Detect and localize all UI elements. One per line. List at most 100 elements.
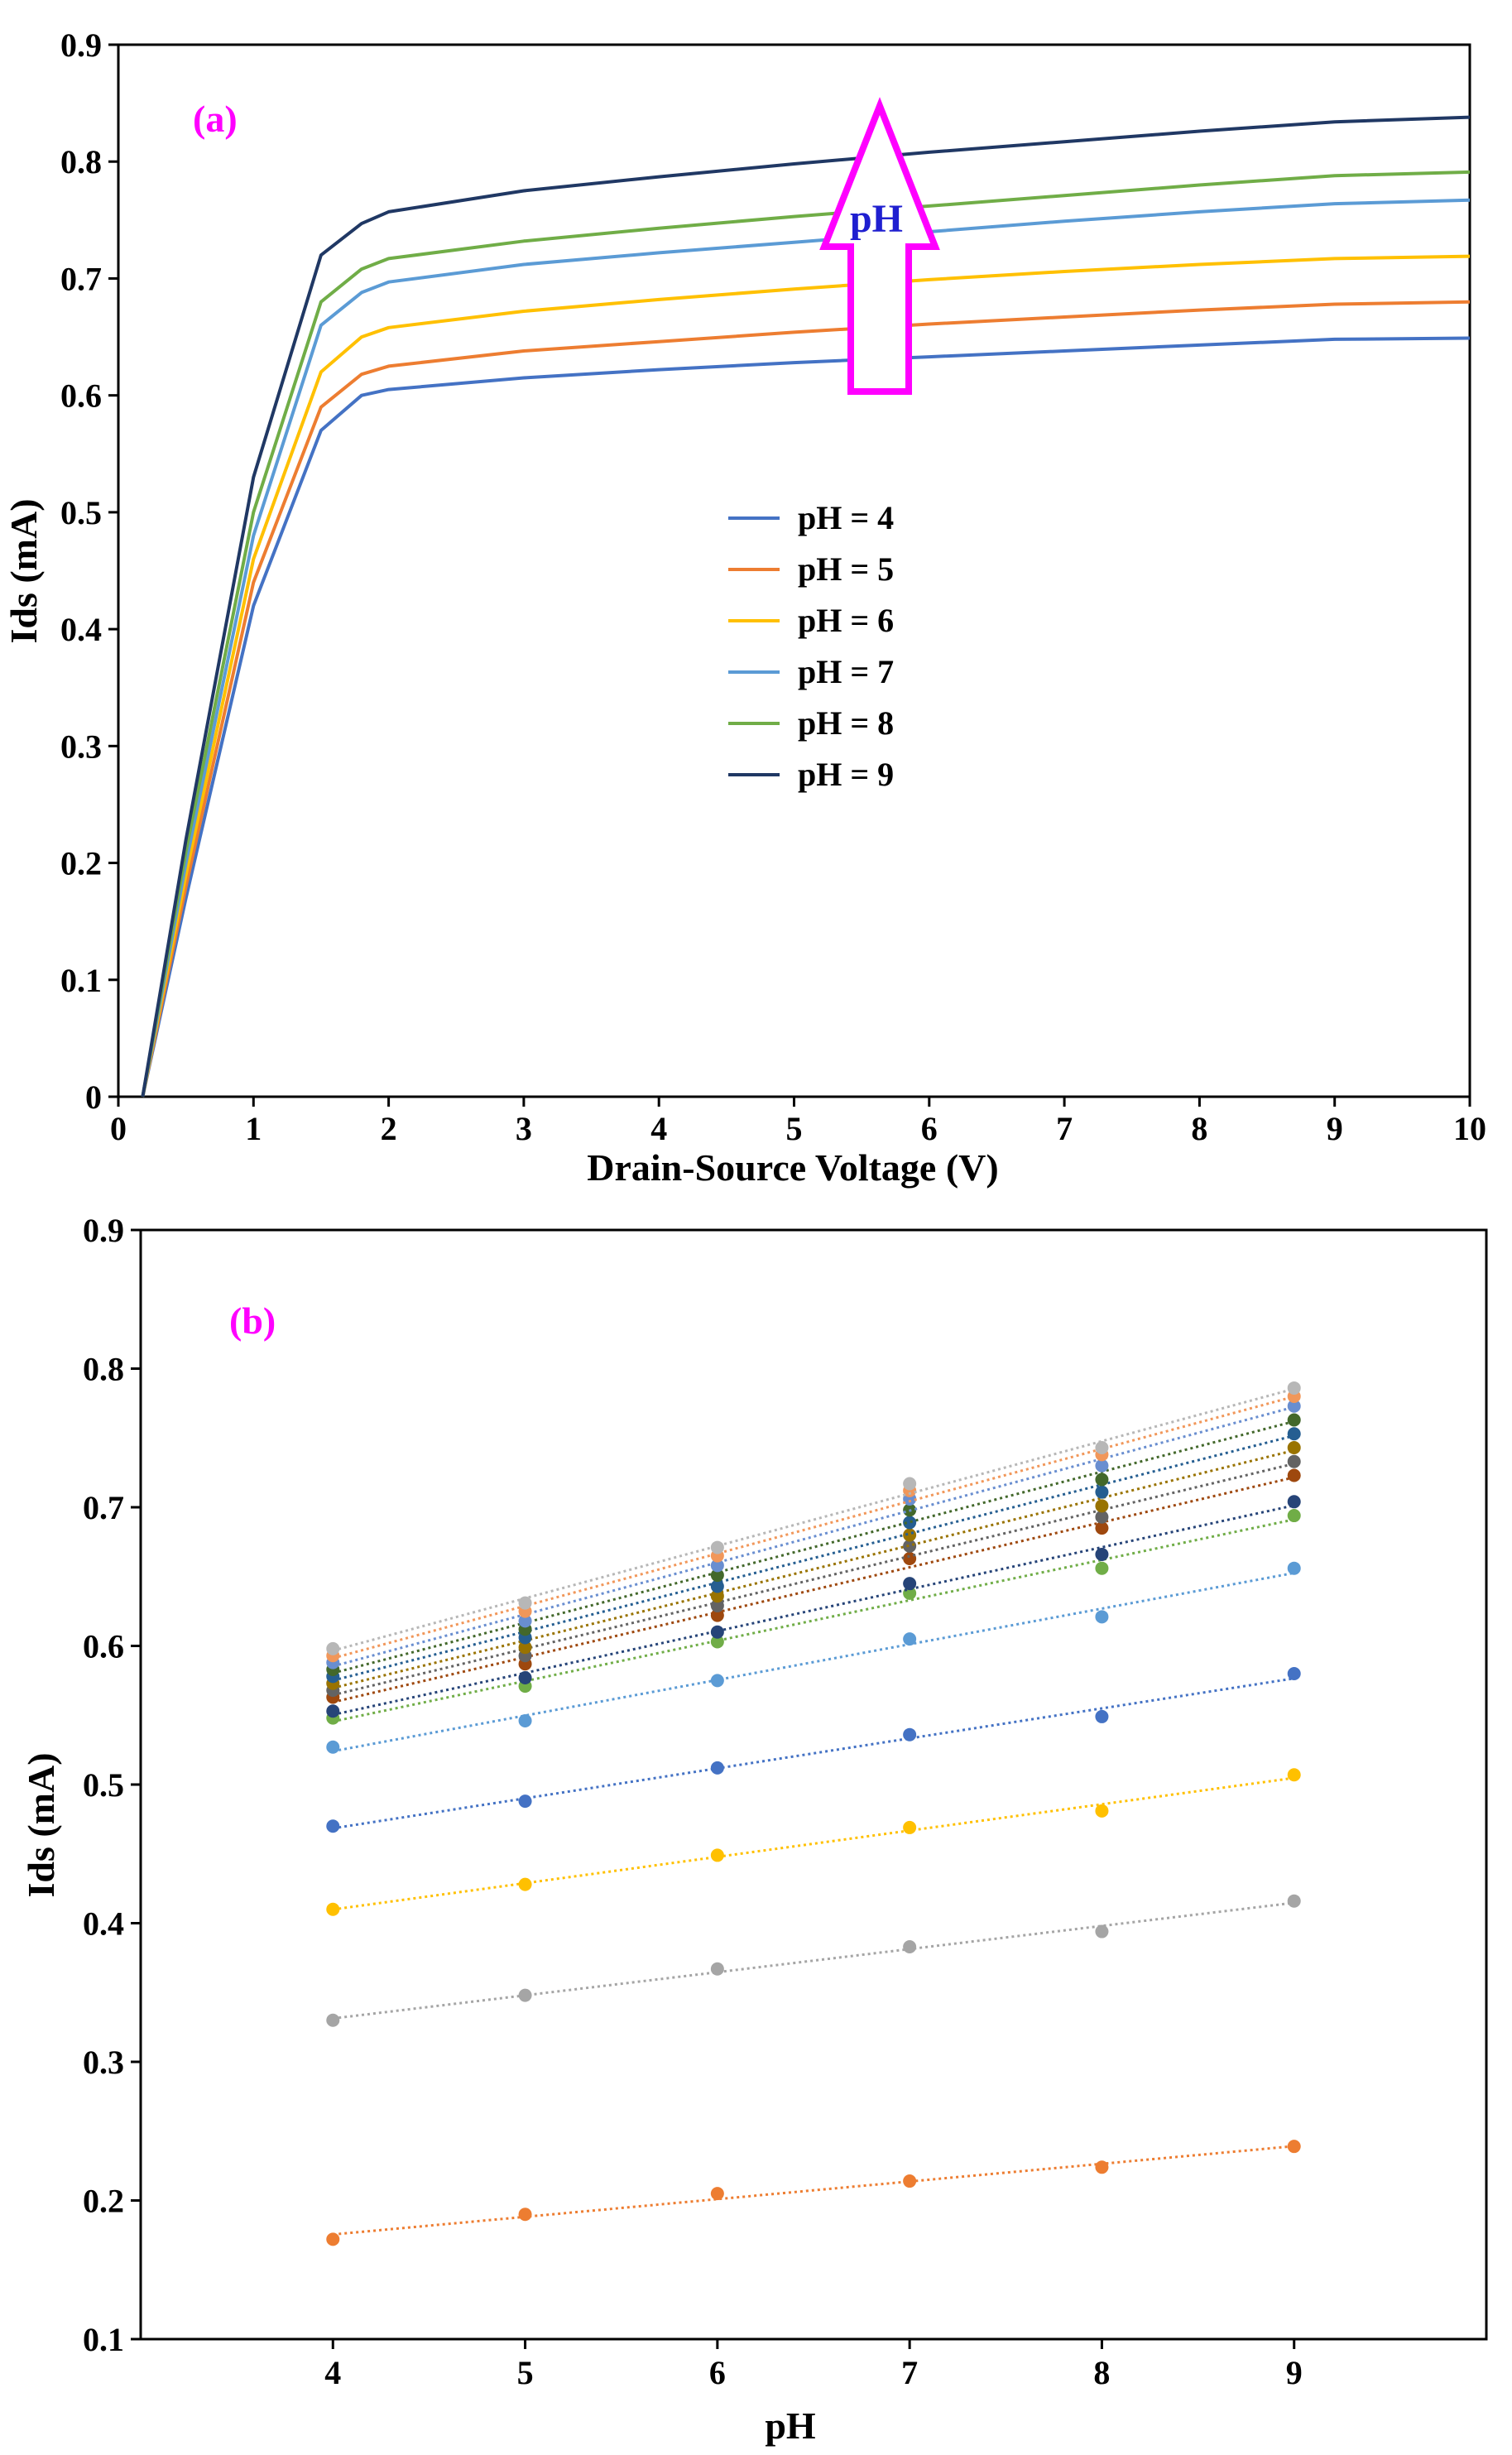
panel-b-data-point: [518, 1794, 532, 1809]
panel-b-trendline: [333, 1901, 1294, 2020]
panel-b-data-point: [1287, 1561, 1301, 1575]
panel-b-data-point: [1095, 1561, 1109, 1575]
panel-b-data-point: [518, 2208, 532, 2222]
legend-label-ph9: pH = 9: [798, 756, 894, 793]
panel-b-data-point: [518, 1877, 532, 1891]
panel-a-axis-ticks: [108, 43, 1471, 1107]
panel-b-data-point: [1095, 2160, 1109, 2174]
panel-b-y-axis-title: Ids (mA): [20, 1752, 62, 1897]
panel-a-x-tick-label: 6: [921, 1110, 938, 1147]
panel-a-x-tick-label: 9: [1327, 1110, 1343, 1147]
panel-b-data-point: [710, 1674, 724, 1688]
panel-b-y-tick-label: 0.5: [83, 1766, 124, 1804]
panel-b-trendline: [332, 1476, 1295, 1703]
panel-b-data-point: [710, 1962, 724, 1976]
panel-a-series-line-ph5: [141, 300, 1471, 1098]
panel-b-data-point: [326, 1641, 340, 1655]
panel-b-trendline: [332, 1405, 1295, 1668]
panel-b-y-tick-label: 0.7: [83, 1489, 124, 1526]
panel-b-data-point: [710, 1598, 724, 1612]
panel-b-data-point: [903, 1632, 917, 1646]
panel-b-x-tick-label: 8: [1093, 2354, 1110, 2391]
panel-a-x-tick-labels: 0 1 2 3 4 5 6 7 8 9 10: [110, 1110, 1486, 1147]
panel-a-series-line-ph9: [141, 115, 1471, 1098]
panel-a-iv-curves: 0 1 2 3 4 5 6 7 8 9 10 0 0.1 0.2 0.3 0.4 0.5 0.6 0.7 0.8 0.…: [2, 26, 1486, 1189]
panel-b-data-point: [326, 1819, 340, 1833]
panel-b-axis-ticks: [131, 1228, 1296, 2349]
panel-b-data-point: [1287, 1509, 1301, 1523]
panel-b-data-point: [710, 2187, 724, 2201]
panel-b-y-tick-label: 0.3: [83, 2044, 124, 2081]
panel-b-data-point: [903, 1939, 917, 1953]
panel-b-series-14: [326, 1381, 1301, 1655]
panel-b-data-point: [1095, 1521, 1109, 1535]
panel-b-data-point: [710, 1589, 724, 1603]
panel-b-y-tick-label: 0.1: [83, 2321, 124, 2358]
panel-b-data-point: [326, 2232, 340, 2246]
panel-a-y-tick-label: 0.6: [60, 377, 102, 415]
panel-b-data-point: [518, 1641, 532, 1655]
panel-b-data-point: [1287, 1454, 1301, 1468]
panel-b-data-point: [326, 1902, 340, 1916]
panel-b-data-point: [1287, 2140, 1301, 2154]
panel-a-x-tick-label: 1: [245, 1110, 262, 1147]
panel-b-series: [326, 1381, 1301, 2246]
panel-b-trendline: [332, 1504, 1295, 1717]
panel-a-x-tick-label: 2: [381, 1110, 397, 1147]
panel-b-data-point: [903, 1528, 917, 1542]
panel-a-x-tick-label: 5: [786, 1110, 803, 1147]
panel-b-x-tick-label: 7: [901, 2354, 918, 2391]
panel-b-data-point: [1095, 1485, 1109, 1499]
panel-b-trendline: [332, 1518, 1295, 1723]
panel-b-data-point: [710, 1569, 724, 1583]
panel-b-y-tick-label: 0.9: [83, 1212, 124, 1249]
panel-a-x-tick-label: 10: [1453, 1110, 1486, 1147]
panel-a-series-line-ph6: [141, 254, 1471, 1098]
ph-increase-arrow: [819, 97, 940, 395]
panel-b-data-point: [903, 1820, 917, 1834]
panel-b-series-0: [326, 2140, 1301, 2246]
panel-a-x-tick-label: 3: [516, 1110, 532, 1147]
legend-label-ph5: pH = 5: [798, 550, 894, 588]
panel-a-y-tick-label: 0.5: [60, 494, 102, 531]
legend-label-ph6: pH = 6: [798, 602, 894, 639]
panel-b-data-point: [518, 1988, 532, 2002]
panel-b-data-point: [1287, 1667, 1301, 1680]
panel-b-data-point: [1095, 1458, 1109, 1473]
panel-a-series-line-ph7: [141, 198, 1471, 1098]
panel-a-series: [141, 115, 1471, 1098]
panel-a-legend: pH = 4 pH = 5 pH = 6 pH = 7 pH = 8 pH = 9: [728, 499, 894, 793]
panel-a-series-line-ph8: [141, 170, 1471, 1098]
panel-a-series-line-ph4: [141, 336, 1471, 1098]
panel-a-y-tick-label: 0.9: [60, 26, 102, 64]
panel-b-data-point: [1095, 1499, 1109, 1513]
panel-b-series-2: [326, 1768, 1301, 1916]
panel-b-trendline: [332, 1448, 1295, 1689]
panel-b-data-point: [1095, 1804, 1109, 1818]
panel-b-data-point: [903, 1477, 917, 1491]
panel-b-label: (b): [229, 1300, 276, 1342]
panel-b-y-tick-label: 0.2: [83, 2183, 124, 2220]
panel-b-data-point: [710, 1625, 724, 1639]
panel-b-data-point: [1287, 1495, 1301, 1509]
panel-b-data-point: [710, 1579, 724, 1593]
panel-b-trendline: [333, 2145, 1294, 2236]
panel-b-x-tick-labels: 4 5 6 7 8 9: [324, 2354, 1302, 2391]
panel-b-data-point: [518, 1596, 532, 1610]
panel-b-data-point: [903, 1727, 917, 1742]
panel-a-y-tick-label: 0: [85, 1079, 102, 1116]
panel-b-data-point: [1095, 1924, 1109, 1939]
panel-b-x-tick-label: 5: [517, 2354, 534, 2391]
panel-b-series-6: [326, 1495, 1301, 1718]
panel-b-trendline: [332, 1395, 1295, 1660]
legend-label-ph8: pH = 8: [798, 704, 894, 742]
panel-a-x-tick-label: 0: [110, 1110, 127, 1147]
panel-b-data-point: [903, 1551, 917, 1565]
panel-a-x-axis-title: Drain-Source Voltage (V): [587, 1146, 998, 1189]
panel-b-data-point: [518, 1671, 532, 1685]
panel-b-data-point: [710, 1608, 724, 1622]
panel-b-data-point: [518, 1713, 532, 1727]
panel-a-x-tick-label: 7: [1056, 1110, 1073, 1147]
panel-b-data-point: [1287, 1440, 1301, 1454]
